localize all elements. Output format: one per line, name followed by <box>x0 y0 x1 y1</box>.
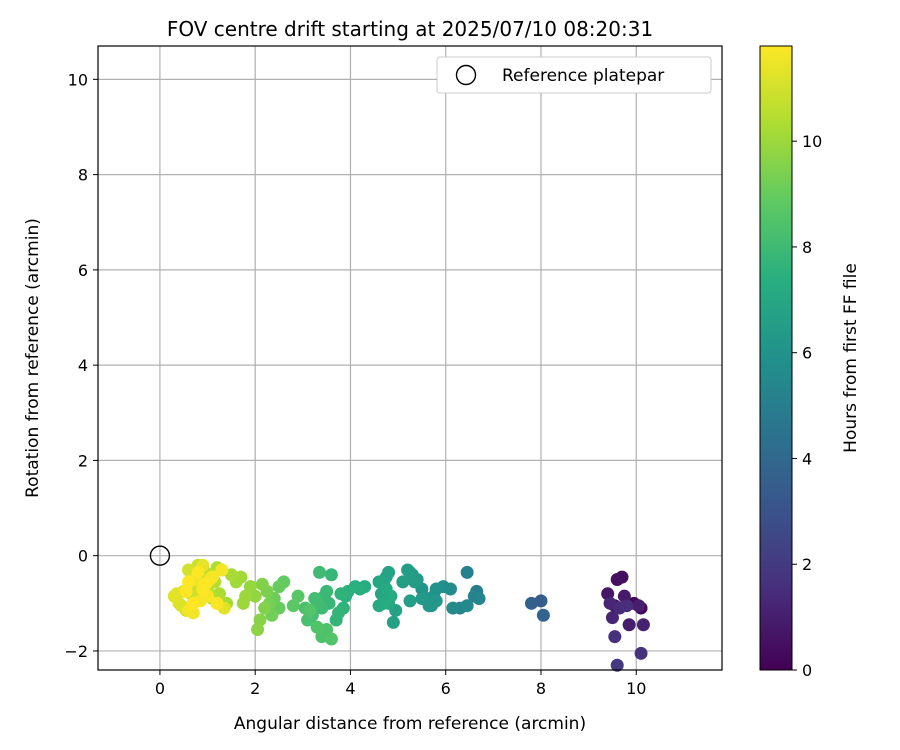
x-tick-label: 0 <box>155 679 165 698</box>
data-point <box>634 646 648 660</box>
colorbar-gradient <box>759 45 793 671</box>
data-point <box>186 596 200 610</box>
data-point <box>286 599 300 613</box>
data-point <box>446 601 460 615</box>
colorbar: 0 2 4 6 8 10 Hours from first FF file <box>759 45 861 680</box>
x-tick-label: 4 <box>345 679 355 698</box>
data-point <box>610 572 624 586</box>
data-point <box>236 596 250 610</box>
colorbar-tick-label: 8 <box>802 238 812 257</box>
y-tick-label: 2 <box>78 451 88 470</box>
colorbar-ticks: 0 2 4 6 8 10 <box>792 132 822 680</box>
data-point <box>258 601 272 615</box>
data-point <box>386 615 400 629</box>
data-point <box>403 594 417 608</box>
data-point <box>401 563 415 577</box>
data-point <box>303 603 317 617</box>
data-point <box>215 563 229 577</box>
y-tick-label: 6 <box>78 261 88 280</box>
legend-label: Reference platepar <box>502 66 664 86</box>
x-tick-label: 8 <box>536 679 546 698</box>
data-point <box>324 568 338 582</box>
data-point <box>255 577 269 591</box>
data-point <box>396 575 410 589</box>
y-axis-label: Rotation from reference (arcmin) <box>23 218 43 498</box>
data-point <box>210 596 224 610</box>
chart-title: FOV centre drift starting at 2025/07/10 … <box>167 17 653 41</box>
data-point <box>608 630 622 644</box>
data-point <box>460 599 474 613</box>
legend-reference-marker <box>455 64 477 86</box>
data-point <box>620 599 634 613</box>
colorbar-tick-label: 2 <box>802 555 812 574</box>
data-point <box>632 599 646 613</box>
data-point <box>251 623 265 637</box>
data-point <box>272 580 286 594</box>
data-point <box>610 658 624 672</box>
x-axis-label: Angular distance from reference (arcmin) <box>234 714 586 734</box>
data-points <box>167 558 650 672</box>
data-point <box>472 592 486 606</box>
data-point <box>196 582 210 596</box>
data-point <box>524 596 538 610</box>
data-point <box>408 575 422 589</box>
legend-box <box>436 56 712 94</box>
y-tick-label: 8 <box>78 166 88 185</box>
x-axis-ticks: 0 2 4 6 8 10 <box>155 670 646 698</box>
data-point <box>310 620 324 634</box>
reference-marker <box>149 545 171 566</box>
colorbar-tick-label: 0 <box>802 661 812 680</box>
data-point <box>179 584 193 598</box>
colorbar-tick-label: 10 <box>802 132 822 151</box>
y-tick-label: 0 <box>78 547 88 566</box>
x-tick-label: 10 <box>626 679 646 698</box>
reference-platepar-marker <box>149 545 171 566</box>
x-tick-label: 2 <box>250 679 260 698</box>
plot-frame <box>97 45 723 671</box>
y-tick-label: −2 <box>64 642 88 661</box>
data-point <box>384 589 398 603</box>
y-tick-label: 4 <box>78 356 88 375</box>
data-point <box>460 565 474 579</box>
data-point <box>636 618 650 632</box>
data-point <box>334 587 348 601</box>
colorbar-tick-label: 4 <box>802 449 812 468</box>
x-tick-label: 6 <box>441 679 451 698</box>
data-point <box>312 565 326 579</box>
y-tick-label: 10 <box>68 70 88 89</box>
data-point <box>308 592 322 606</box>
data-point <box>329 613 343 627</box>
colorbar-tick-label: 6 <box>802 344 812 363</box>
colorbar-label: Hours from first FF file <box>841 263 861 453</box>
data-point <box>605 611 619 625</box>
data-point <box>536 608 550 622</box>
legend: Reference platepar <box>436 56 712 94</box>
data-point <box>415 592 429 606</box>
y-axis-ticks: −2 0 2 4 6 8 10 <box>64 70 98 661</box>
data-point <box>622 618 636 632</box>
data-point <box>324 632 338 646</box>
data-point <box>191 565 205 579</box>
data-point <box>167 589 181 603</box>
